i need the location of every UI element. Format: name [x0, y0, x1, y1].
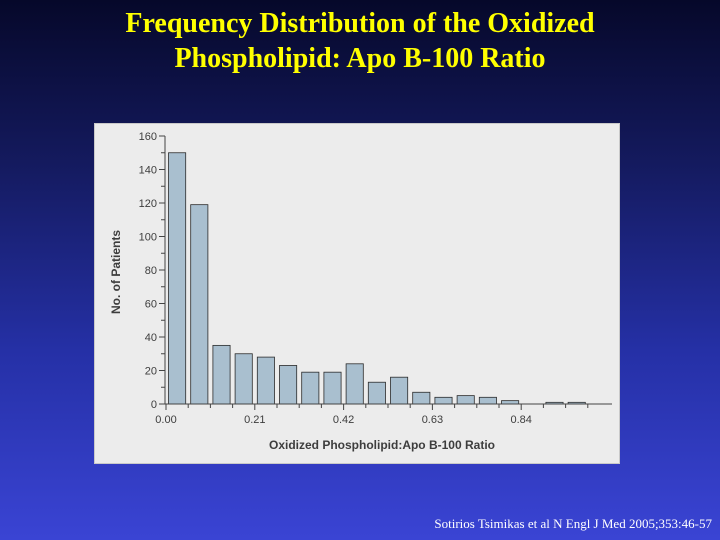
- histogram-bar: [256, 356, 275, 405]
- y-axis-label: No. of Patients: [109, 230, 123, 314]
- y-tick-label: 140: [139, 165, 157, 177]
- histogram-bar: [367, 381, 386, 405]
- y-tick-label: 40: [145, 332, 157, 344]
- histogram-bar: [323, 371, 342, 405]
- slide-title-line-1: Frequency Distribution of the Oxidized: [125, 8, 595, 39]
- slide-title: Frequency Distribution of the Oxidized P…: [0, 6, 720, 76]
- histogram-bar: [190, 204, 209, 405]
- y-tick-label: 20: [145, 366, 157, 378]
- x-tick-label: 0.63: [422, 414, 443, 426]
- x-tick-label: 0.21: [244, 414, 265, 426]
- y-tick-label: 0: [151, 399, 157, 411]
- histogram-bar: [390, 376, 409, 405]
- histogram-bar: [301, 371, 320, 405]
- histogram-bar: [279, 365, 298, 405]
- y-tick-label: 120: [139, 198, 157, 210]
- x-tick-label: 0.84: [510, 414, 531, 426]
- x-tick-label: 0.42: [333, 414, 354, 426]
- histogram-bar: [501, 400, 520, 405]
- histogram-bar: [345, 363, 364, 405]
- y-tick-label: 80: [145, 265, 157, 277]
- histogram-bar: [212, 344, 231, 405]
- chart-panel: 0 20 40 60 80 100 120 140 160 0.00 0.21 0.42 0.63 0.…: [94, 123, 620, 464]
- y-tick-label: 100: [139, 232, 157, 244]
- y-axis: 0 20 40 60 80 100 120 140 160: [139, 131, 166, 411]
- histogram-bar: [234, 353, 253, 405]
- histogram-bar: [478, 396, 497, 405]
- y-tick-label: 60: [145, 299, 157, 311]
- slide-title-line-2: Phospholipid: Apo B-100 Ratio: [174, 43, 546, 74]
- citation: Sotirios Tsimikas et al N Engl J Med 200…: [434, 516, 712, 531]
- histogram-bar: [412, 391, 431, 405]
- histogram-bar: [168, 152, 187, 405]
- bars-group: [168, 152, 586, 405]
- histogram-bar: [456, 395, 475, 405]
- x-axis-label: Oxidized Phospholipid:Apo B-100 Ratio: [269, 438, 495, 452]
- histogram-bar: [434, 396, 453, 405]
- x-axis: 0.00 0.21 0.42 0.63 0.84: [155, 403, 612, 426]
- x-tick-label: 0.00: [155, 414, 176, 426]
- y-tick-label: 160: [139, 131, 157, 143]
